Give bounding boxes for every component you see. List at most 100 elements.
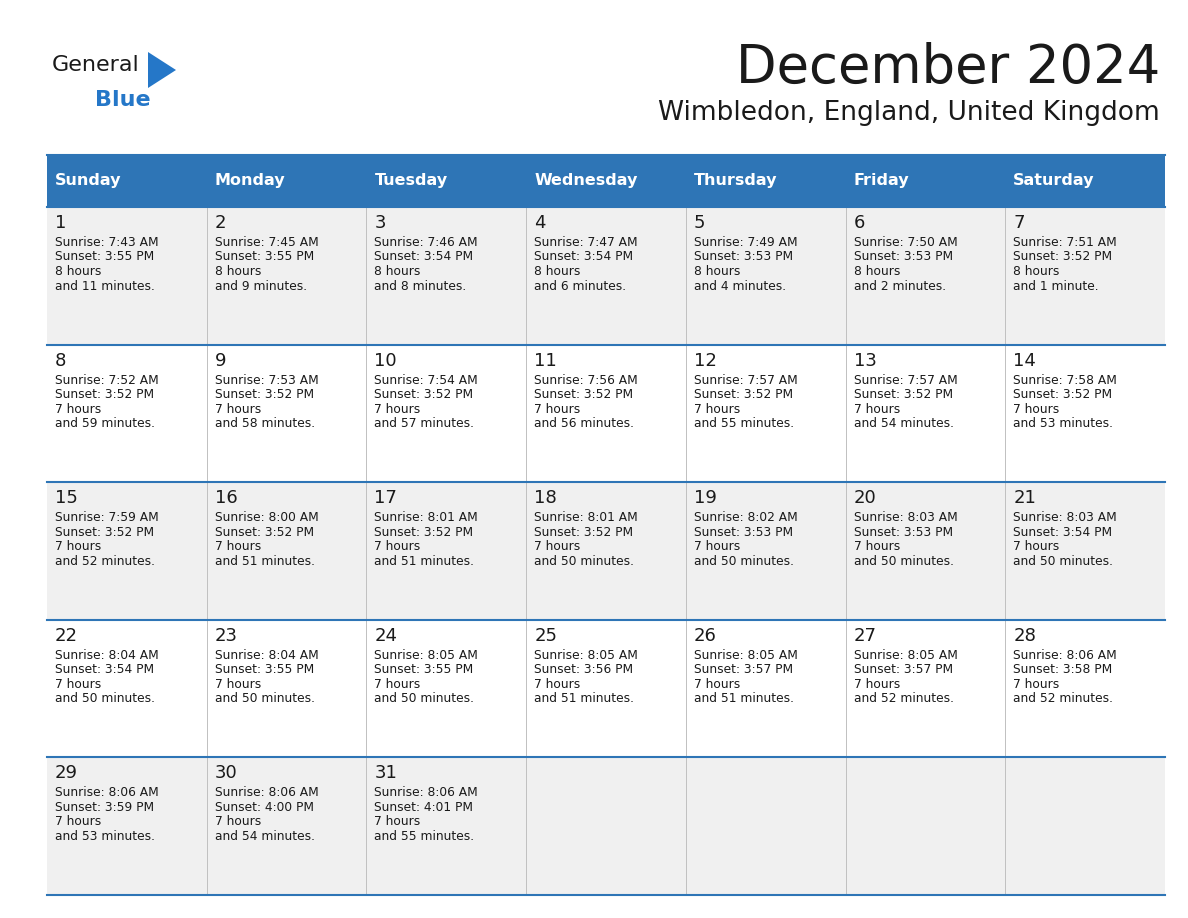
Text: and 50 minutes.: and 50 minutes.: [535, 554, 634, 567]
Text: Sunset: 3:52 PM: Sunset: 3:52 PM: [694, 388, 792, 401]
Text: Sunrise: 7:49 AM: Sunrise: 7:49 AM: [694, 236, 797, 249]
Text: Sunrise: 7:59 AM: Sunrise: 7:59 AM: [55, 511, 159, 524]
Text: Sunrise: 8:02 AM: Sunrise: 8:02 AM: [694, 511, 797, 524]
Text: Sunset: 3:52 PM: Sunset: 3:52 PM: [374, 526, 474, 539]
Text: 7 hours: 7 hours: [535, 403, 581, 416]
Text: Sunrise: 7:47 AM: Sunrise: 7:47 AM: [535, 236, 638, 249]
Text: 7 hours: 7 hours: [215, 677, 261, 691]
Text: 19: 19: [694, 489, 716, 508]
Text: Sunset: 4:00 PM: Sunset: 4:00 PM: [215, 800, 314, 814]
Bar: [48, 482, 1165, 620]
Text: 7 hours: 7 hours: [853, 403, 899, 416]
Text: Sunrise: 7:46 AM: Sunrise: 7:46 AM: [374, 236, 478, 249]
Text: 7: 7: [1013, 214, 1025, 232]
Text: Sunset: 3:52 PM: Sunset: 3:52 PM: [535, 388, 633, 401]
Text: 13: 13: [853, 352, 877, 370]
Text: 23: 23: [215, 627, 238, 644]
Text: 8 hours: 8 hours: [374, 265, 421, 278]
Text: and 2 minutes.: and 2 minutes.: [853, 279, 946, 293]
Text: Sunset: 3:53 PM: Sunset: 3:53 PM: [853, 526, 953, 539]
Text: 7 hours: 7 hours: [853, 677, 899, 691]
Text: and 50 minutes.: and 50 minutes.: [374, 692, 474, 705]
Text: Sunset: 3:53 PM: Sunset: 3:53 PM: [694, 251, 792, 263]
Text: 4: 4: [535, 214, 545, 232]
Text: and 50 minutes.: and 50 minutes.: [1013, 554, 1113, 567]
Text: and 52 minutes.: and 52 minutes.: [853, 692, 954, 705]
Text: 6: 6: [853, 214, 865, 232]
Text: 7 hours: 7 hours: [374, 540, 421, 554]
Text: and 4 minutes.: and 4 minutes.: [694, 279, 786, 293]
Text: and 51 minutes.: and 51 minutes.: [535, 692, 634, 705]
Text: 8 hours: 8 hours: [215, 265, 261, 278]
Text: Sunrise: 7:51 AM: Sunrise: 7:51 AM: [1013, 236, 1117, 249]
Text: 31: 31: [374, 765, 397, 782]
Text: and 50 minutes.: and 50 minutes.: [853, 554, 954, 567]
Text: Sunrise: 7:57 AM: Sunrise: 7:57 AM: [853, 374, 958, 386]
Text: Sunrise: 7:45 AM: Sunrise: 7:45 AM: [215, 236, 318, 249]
Text: 7 hours: 7 hours: [374, 677, 421, 691]
Text: Saturday: Saturday: [1013, 174, 1095, 188]
Text: and 59 minutes.: and 59 minutes.: [55, 417, 154, 431]
Text: Sunset: 3:55 PM: Sunset: 3:55 PM: [215, 664, 314, 677]
Text: Sunrise: 8:06 AM: Sunrise: 8:06 AM: [55, 787, 159, 800]
Text: Sunset: 3:54 PM: Sunset: 3:54 PM: [1013, 526, 1112, 539]
Text: Sunset: 3:55 PM: Sunset: 3:55 PM: [55, 251, 154, 263]
Text: 22: 22: [55, 627, 78, 644]
Text: 8 hours: 8 hours: [853, 265, 901, 278]
Text: Sunset: 3:58 PM: Sunset: 3:58 PM: [1013, 664, 1112, 677]
Text: Monday: Monday: [215, 174, 285, 188]
Text: and 57 minutes.: and 57 minutes.: [374, 417, 474, 431]
Text: 3: 3: [374, 214, 386, 232]
Text: and 51 minutes.: and 51 minutes.: [215, 554, 315, 567]
Text: and 54 minutes.: and 54 minutes.: [215, 830, 315, 843]
Text: and 6 minutes.: and 6 minutes.: [535, 279, 626, 293]
Text: 30: 30: [215, 765, 238, 782]
Text: Sunrise: 7:53 AM: Sunrise: 7:53 AM: [215, 374, 318, 386]
Text: 7 hours: 7 hours: [374, 815, 421, 828]
Text: Sunrise: 8:06 AM: Sunrise: 8:06 AM: [215, 787, 318, 800]
Text: Sunset: 4:01 PM: Sunset: 4:01 PM: [374, 800, 473, 814]
Text: 8 hours: 8 hours: [1013, 265, 1060, 278]
Text: 7 hours: 7 hours: [55, 677, 101, 691]
Text: and 53 minutes.: and 53 minutes.: [1013, 417, 1113, 431]
Text: Sunrise: 8:05 AM: Sunrise: 8:05 AM: [374, 649, 479, 662]
Text: Sunset: 3:52 PM: Sunset: 3:52 PM: [55, 526, 154, 539]
Text: Sunrise: 7:58 AM: Sunrise: 7:58 AM: [1013, 374, 1117, 386]
Text: 7 hours: 7 hours: [55, 403, 101, 416]
Text: Sunset: 3:52 PM: Sunset: 3:52 PM: [853, 388, 953, 401]
Text: 7 hours: 7 hours: [374, 403, 421, 416]
Bar: [48, 207, 1165, 344]
Text: Sunset: 3:57 PM: Sunset: 3:57 PM: [694, 664, 792, 677]
Text: 28: 28: [1013, 627, 1036, 644]
Text: 7 hours: 7 hours: [694, 403, 740, 416]
Text: and 9 minutes.: and 9 minutes.: [215, 279, 307, 293]
Text: 5: 5: [694, 214, 706, 232]
Text: and 56 minutes.: and 56 minutes.: [535, 417, 634, 431]
Text: Sunset: 3:52 PM: Sunset: 3:52 PM: [215, 526, 314, 539]
Bar: [48, 344, 1165, 482]
Text: Blue: Blue: [95, 90, 151, 110]
Text: 7 hours: 7 hours: [535, 540, 581, 554]
Text: 12: 12: [694, 352, 716, 370]
Text: Sunset: 3:57 PM: Sunset: 3:57 PM: [853, 664, 953, 677]
Text: 8 hours: 8 hours: [55, 265, 101, 278]
Text: Wednesday: Wednesday: [535, 174, 638, 188]
Text: and 1 minute.: and 1 minute.: [1013, 279, 1099, 293]
Text: 7 hours: 7 hours: [215, 815, 261, 828]
Text: 2: 2: [215, 214, 226, 232]
Text: Sunset: 3:52 PM: Sunset: 3:52 PM: [535, 526, 633, 539]
Text: General: General: [52, 55, 140, 75]
Text: and 50 minutes.: and 50 minutes.: [55, 692, 154, 705]
Text: 8 hours: 8 hours: [535, 265, 581, 278]
Text: Sunset: 3:54 PM: Sunset: 3:54 PM: [535, 251, 633, 263]
Text: Sunrise: 8:03 AM: Sunrise: 8:03 AM: [853, 511, 958, 524]
Text: 7 hours: 7 hours: [853, 540, 899, 554]
Text: 7 hours: 7 hours: [55, 815, 101, 828]
Text: 7 hours: 7 hours: [1013, 540, 1060, 554]
Text: and 50 minutes.: and 50 minutes.: [215, 692, 315, 705]
Text: Sunset: 3:55 PM: Sunset: 3:55 PM: [374, 664, 474, 677]
Text: Sunrise: 8:05 AM: Sunrise: 8:05 AM: [853, 649, 958, 662]
Text: Sunrise: 8:03 AM: Sunrise: 8:03 AM: [1013, 511, 1117, 524]
Text: 8: 8: [55, 352, 67, 370]
Bar: [48, 757, 1165, 895]
